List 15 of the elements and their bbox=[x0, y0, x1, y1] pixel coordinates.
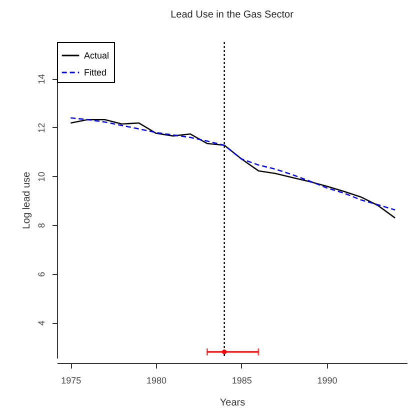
chart-title: Lead Use in the Gas Sector bbox=[170, 9, 294, 20]
y-tick-label: 6 bbox=[36, 272, 46, 277]
y-tick-label: 8 bbox=[36, 223, 46, 228]
x-tick-label: 1980 bbox=[146, 376, 167, 386]
y-tick-label: 4 bbox=[36, 320, 46, 326]
y-tick-label: 10 bbox=[36, 172, 46, 182]
x-tick-label: 1975 bbox=[61, 376, 82, 386]
x-tick-label: 1990 bbox=[317, 376, 338, 386]
legend-label: Actual bbox=[84, 50, 110, 60]
x-axis-title: Years bbox=[220, 398, 246, 408]
x-tick-label: 1985 bbox=[232, 376, 252, 386]
y-tick-label: 12 bbox=[36, 122, 46, 133]
legend-label: Fitted bbox=[84, 68, 107, 78]
y-axis-title: Log lead use bbox=[22, 171, 32, 230]
y-tick-label: 14 bbox=[36, 74, 46, 84]
